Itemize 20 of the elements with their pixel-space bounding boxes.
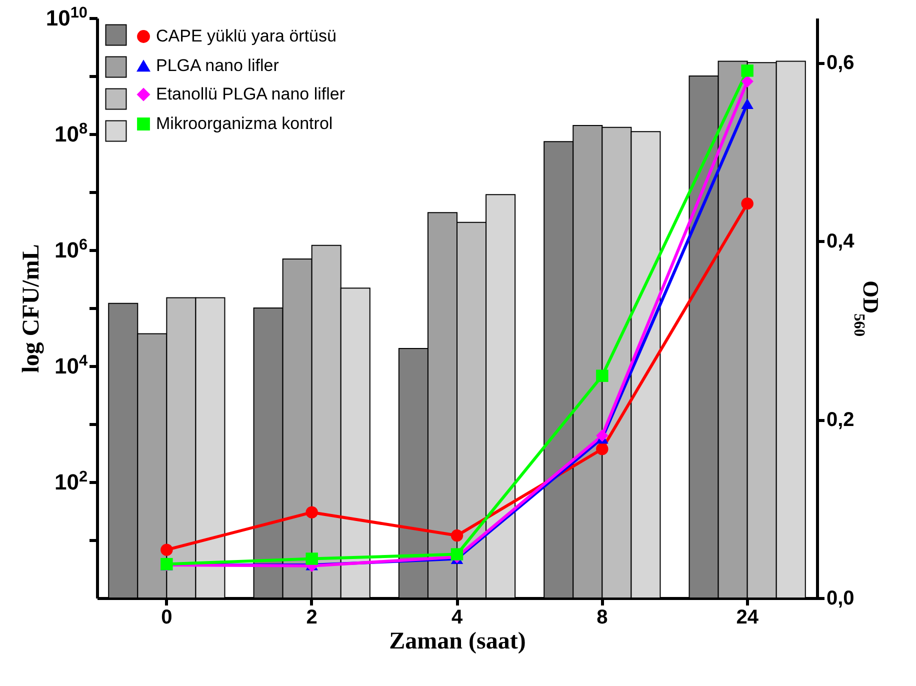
y-tick-label: 10$^{10}$ [46, 4, 88, 30]
y2-tick-label: 0,2 [826, 409, 854, 432]
x-tick-label: 24 [736, 606, 760, 628]
legend-label: Mikroorganizma kontrol [156, 114, 333, 133]
legend-label: Etanollü PLGA nano lifler [156, 84, 346, 104]
y-axis-title: log CFU/mL [18, 244, 45, 373]
x-tick-label: 4 [451, 606, 464, 628]
y2-tick-label: 0,6 [826, 52, 854, 74]
x-tick-label: 8 [596, 606, 608, 628]
x-tick-label: 0 [161, 606, 172, 628]
y-tick-label: 10$^{6}$ [54, 236, 88, 262]
x-axis-title: Zaman (saat) [389, 628, 526, 654]
y-tick-label: 10$^{4}$ [54, 352, 88, 378]
x-tick-label: 2 [306, 606, 318, 628]
legend-label: PLGA nano lifler [156, 56, 280, 75]
y-tick-label: 10$^{2}$ [54, 468, 88, 494]
y-tick-label: 10$^{8}$ [54, 120, 88, 146]
y2-tick-label: 0,4 [826, 230, 856, 253]
legend-label: CAPE yüklü yara örtüsü [156, 26, 336, 46]
y2-tick-label: 0,0 [826, 588, 854, 610]
